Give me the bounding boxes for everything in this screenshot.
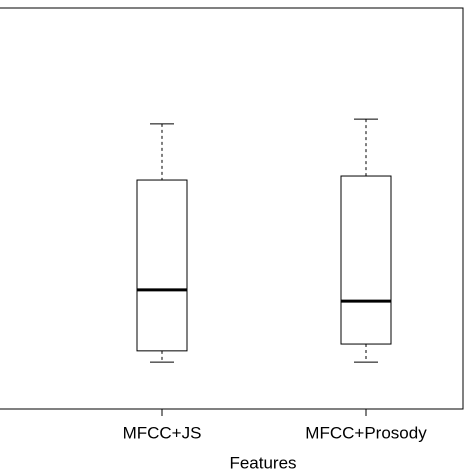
x-tick-label: MFCC+Prosody (305, 423, 427, 442)
box (136, 179, 188, 352)
box (340, 175, 392, 345)
x-tick-label: MFCC+JS (123, 423, 202, 442)
x-axis-label: Features (229, 453, 296, 472)
plot-frame (0, 7, 464, 410)
